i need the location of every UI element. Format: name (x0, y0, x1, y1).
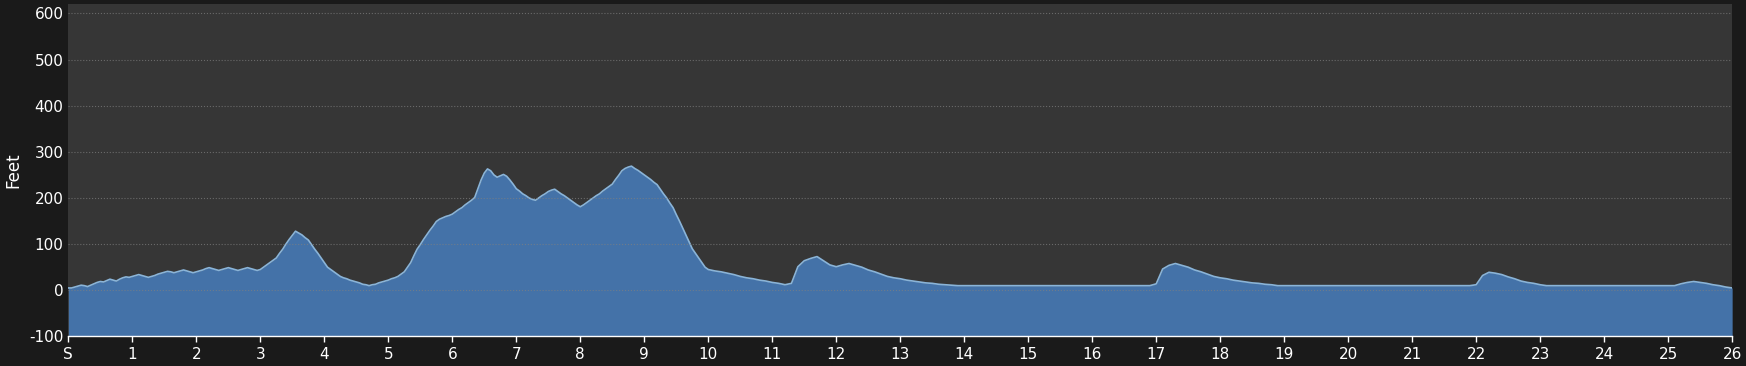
Y-axis label: Feet: Feet (3, 153, 23, 188)
